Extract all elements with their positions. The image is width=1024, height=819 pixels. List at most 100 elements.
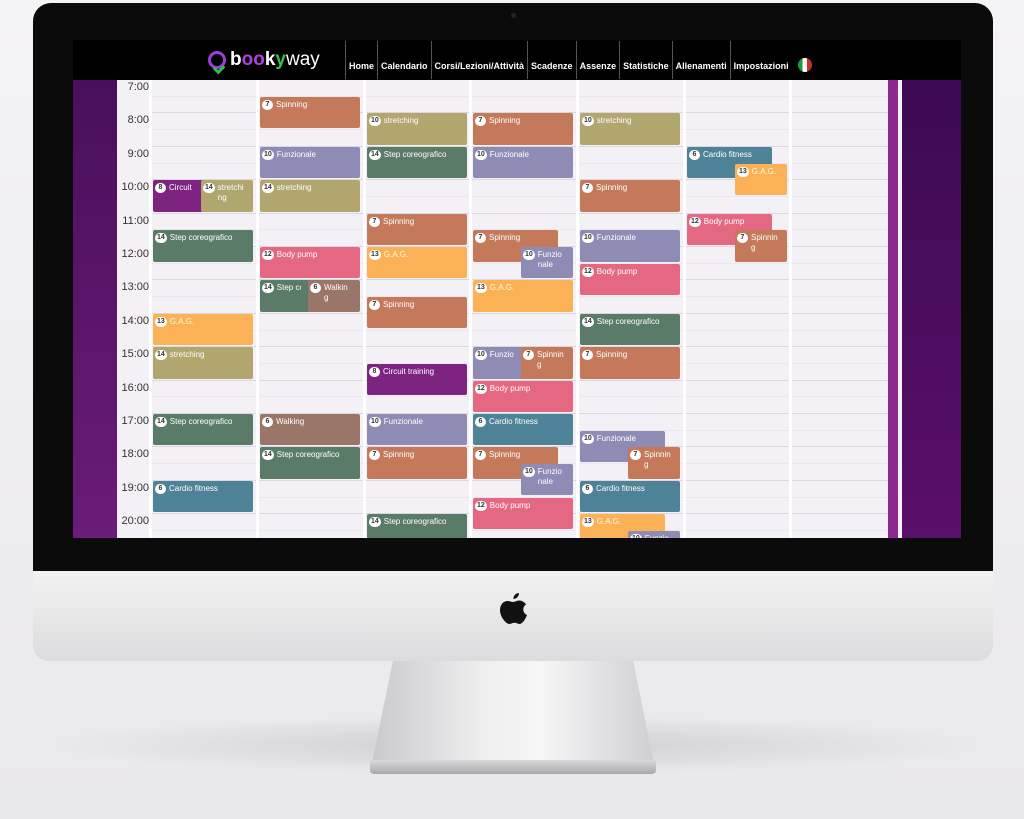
event-title: Spinning xyxy=(383,300,415,310)
divider xyxy=(898,80,902,538)
event-title: Body pump xyxy=(596,266,638,276)
event-title: Cardio fitness xyxy=(489,417,538,426)
scrollbar[interactable] xyxy=(888,80,898,538)
nav-item-home[interactable]: Home xyxy=(345,41,377,79)
hour-line xyxy=(151,379,888,381)
calendar-event[interactable]: 12 Body pump xyxy=(473,497,573,529)
event-title: stretching xyxy=(217,183,244,203)
event-title: Cardio fitness xyxy=(596,483,645,493)
participants-badge: 14 xyxy=(262,450,274,461)
time-label: 10:00 xyxy=(121,181,149,194)
day-column-separator xyxy=(256,80,259,538)
event-title: Funzionale xyxy=(537,467,562,487)
participants-badge: 12 xyxy=(475,383,487,394)
half-hour-line xyxy=(151,496,888,498)
nav-item-scadenze[interactable]: Scadenze xyxy=(527,41,576,79)
calendar-event[interactable]: 7 Spinning xyxy=(367,447,467,479)
calendar-event[interactable]: 7 Spinning xyxy=(260,96,360,129)
time-label: 7:00 xyxy=(127,81,149,93)
calendar-event[interactable]: 13 G.A.G. xyxy=(473,280,573,312)
event-title: Step coreografico xyxy=(169,233,233,243)
participants-badge: 7 xyxy=(475,450,486,461)
hour-line xyxy=(151,346,888,348)
event-title: G.A.G. xyxy=(751,166,777,176)
hour-line xyxy=(151,446,888,448)
calendar-event[interactable]: 13 G.A.G. xyxy=(153,313,253,346)
participants-badge: 14 xyxy=(369,149,381,160)
calendar-event[interactable]: 10 stretching xyxy=(580,113,680,145)
calendar-event[interactable]: 7 Spinning xyxy=(628,447,680,479)
calendar-event[interactable]: 12 Body pump xyxy=(687,213,772,245)
hour-line xyxy=(151,179,888,181)
participants-badge: 14 xyxy=(155,233,167,244)
event-title: Funzionale xyxy=(537,250,562,269)
calendar-event[interactable]: 7 Spinning xyxy=(735,230,787,262)
calendar-event[interactable]: 7 Spinning xyxy=(367,213,467,245)
calendar-event[interactable]: 13 G.A.G. xyxy=(367,247,467,279)
participants-badge: 10 xyxy=(523,250,535,260)
participants-badge: 12 xyxy=(475,500,487,511)
calendar-event[interactable]: 6 Walking xyxy=(260,414,360,446)
event-title: Spinning xyxy=(489,450,521,460)
participants-badge: 12 xyxy=(262,250,274,260)
event-title: Funzionale xyxy=(489,350,514,360)
event-title: G.A.G. xyxy=(489,283,515,293)
event-title: Spinning xyxy=(489,116,521,126)
calendar-event[interactable]: 7 Spinning xyxy=(521,347,573,379)
calendar-event[interactable]: 6 Walking xyxy=(308,280,360,312)
time-label: 11:00 xyxy=(122,214,149,227)
nav-item-statistiche[interactable]: Statistiche xyxy=(619,41,672,79)
calendar-event[interactable]: 6 Cardio fitness xyxy=(153,480,253,513)
participants-badge: 7 xyxy=(369,216,380,227)
event-title: Spinning xyxy=(596,183,628,193)
participants-badge: 10 xyxy=(262,149,274,160)
participants-badge: 7 xyxy=(475,116,486,127)
participants-badge: 12 xyxy=(689,216,701,227)
camera xyxy=(511,13,516,18)
nav-item-impostazioni[interactable]: Impostazioni xyxy=(729,41,792,79)
calendar-event[interactable]: 6 Cardio fitness xyxy=(473,414,573,446)
logo-text: bookyway xyxy=(230,49,320,70)
calendar-event[interactable]: 7 Spinning xyxy=(580,347,680,379)
calendar-event[interactable]: 6 Cardio fitness xyxy=(580,480,680,513)
day-column-separator xyxy=(576,80,579,538)
event-title: Step coreografico xyxy=(596,316,660,326)
calendar-event[interactable]: 14 stretching xyxy=(201,180,253,212)
nav-item-calendario[interactable]: Calendario xyxy=(377,41,431,79)
calendar-event[interactable]: 12 Body pump xyxy=(580,263,680,296)
italian-flag-icon[interactable] xyxy=(797,58,812,72)
event-title: Spinning xyxy=(596,350,628,360)
calendar-event[interactable]: 12 Body pump xyxy=(260,247,360,279)
event-title: stretching xyxy=(596,116,632,126)
participants-badge: 14 xyxy=(369,517,381,528)
event-title: G.A.G. xyxy=(383,250,409,259)
event-title: Funzionale xyxy=(489,149,529,159)
calendar-event[interactable]: 14 stretching xyxy=(260,180,360,212)
nav-item-corsi-lezioni-attivit-[interactable]: Corsi/Lezioni/Attività xyxy=(430,41,528,79)
calendar-event[interactable]: 14 stretching xyxy=(153,347,253,379)
calendar-event[interactable]: 10 stretching xyxy=(367,113,467,145)
bookyway-logo[interactable]: bookyway xyxy=(208,45,320,75)
participants-badge: 10 xyxy=(523,467,535,478)
calendar-event[interactable]: 7 Spinning xyxy=(473,113,573,145)
calendar-event[interactable]: 7 Spinning xyxy=(367,297,467,329)
calendar-event[interactable]: 12 Body pump xyxy=(473,380,573,412)
nav-item-allenamenti[interactable]: Allenamenti xyxy=(671,41,730,79)
nav-item-assenze[interactable]: Assenze xyxy=(575,41,620,79)
calendar-event[interactable]: 13 G.A.G. xyxy=(735,163,787,195)
calendar-event[interactable]: 7 Spinning xyxy=(580,180,680,212)
